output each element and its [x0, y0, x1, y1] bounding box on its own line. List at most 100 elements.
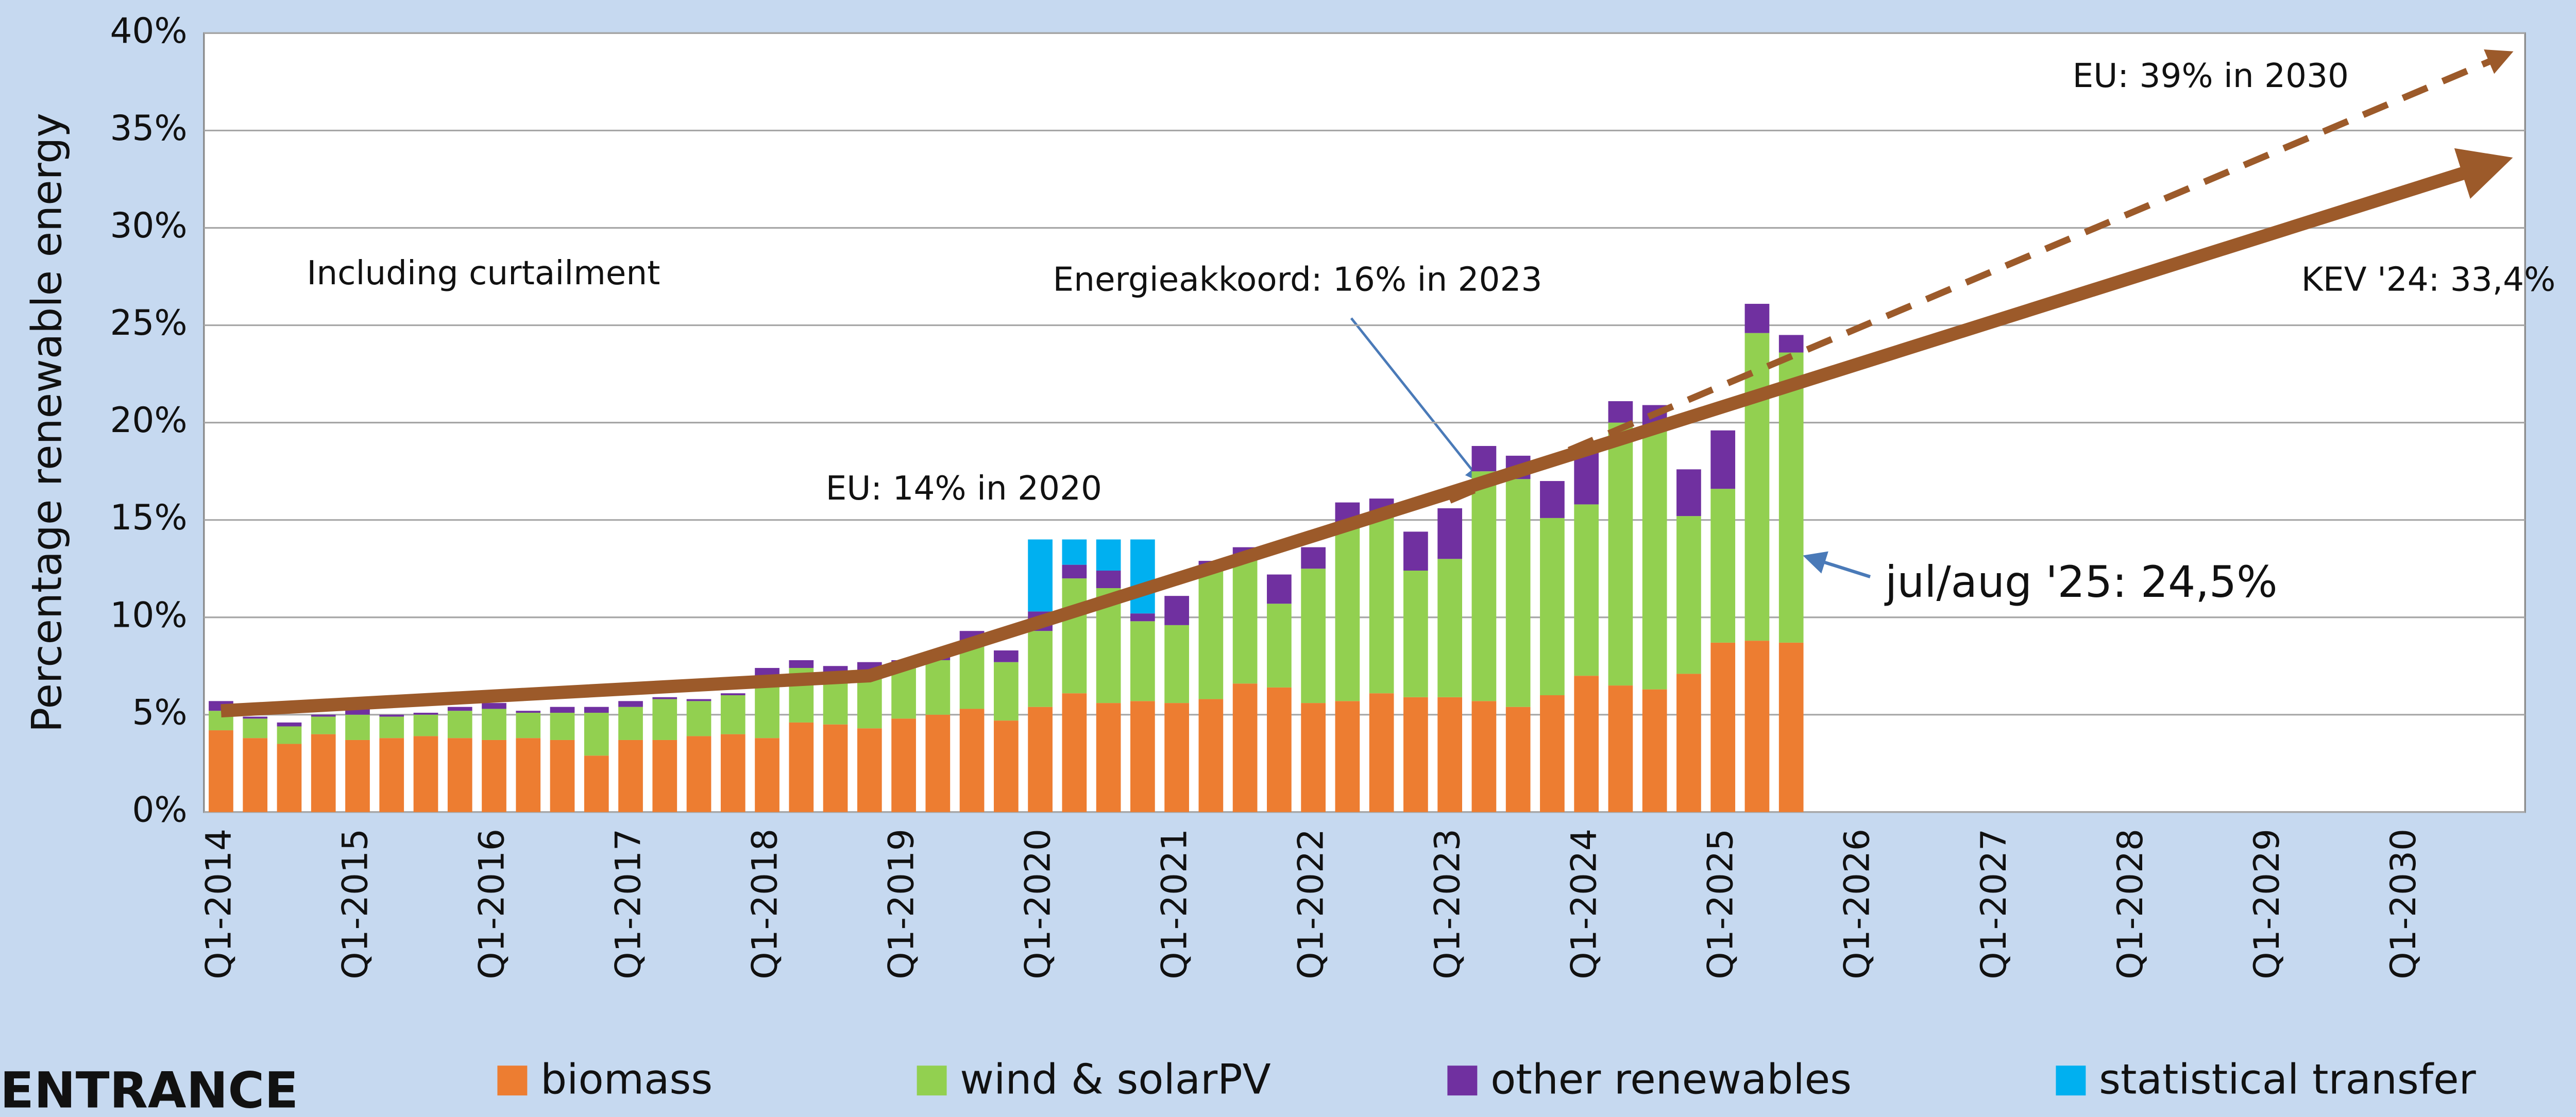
bar-segment — [1437, 508, 1462, 559]
bar-segment — [1744, 303, 1770, 333]
bar-segment — [1096, 703, 1121, 812]
bar-segment — [413, 736, 438, 812]
bar-segment — [1028, 631, 1053, 707]
bar-segment — [1267, 604, 1292, 688]
x-tick-label: Q1-2030 — [2383, 829, 2424, 979]
annotation: Including curtailment — [307, 254, 660, 293]
bar-segment — [720, 695, 745, 734]
legend-label: wind & solarPV — [960, 1055, 1270, 1103]
x-tick-label: Q1-2016 — [471, 829, 512, 979]
bar-segment — [755, 738, 779, 812]
bar-segment — [1369, 693, 1394, 812]
bar-segment — [993, 662, 1019, 721]
bar-segment — [1130, 701, 1155, 812]
x-tick-label: Q1-2025 — [1700, 829, 1741, 979]
x-tick-label: Q1-2026 — [1837, 829, 1877, 979]
annotation-arrow — [1803, 551, 1871, 578]
bar-segment — [925, 714, 951, 812]
bar-segment — [413, 713, 438, 715]
bar-segment — [1062, 564, 1087, 579]
bar-segment — [1710, 430, 1736, 489]
bar-segment — [1403, 531, 1428, 571]
legend-label: statistical transfer — [2099, 1055, 2476, 1103]
bar-segment — [1164, 596, 1189, 625]
bar-segment — [1744, 333, 1770, 641]
x-tick-label: Q1-2029 — [2246, 829, 2287, 979]
x-tick-label: Q1-2024 — [1564, 829, 1604, 979]
bar-segment — [618, 701, 643, 707]
bar-segment — [1403, 697, 1428, 812]
legend-swatch — [917, 1066, 947, 1096]
y-tick-label: 30% — [110, 205, 187, 246]
bar-segment — [1267, 574, 1292, 604]
x-tick-label: Q1-2014 — [198, 829, 239, 979]
bar-segment — [1164, 703, 1189, 812]
bar-segment — [652, 699, 677, 740]
x-tick-label: Q1-2023 — [1427, 829, 1468, 979]
bar-segment — [1301, 547, 1326, 569]
bar-segment — [1471, 471, 1497, 701]
bar-segment — [1642, 689, 1667, 812]
bar-segment — [584, 713, 609, 756]
bar-segment — [993, 720, 1019, 812]
bar-segment — [1778, 352, 1804, 643]
logo: ENTRANCE — [0, 1061, 298, 1117]
bar-segment — [1130, 613, 1155, 622]
bar-segment — [1540, 481, 1565, 518]
bar-segment — [1164, 625, 1189, 703]
bar-segment — [1130, 539, 1155, 614]
bar-segment — [1028, 707, 1053, 812]
bar-segment — [1778, 642, 1804, 812]
bar-segment — [891, 668, 916, 719]
bar-segment — [1232, 555, 1258, 684]
bar-segment — [720, 734, 745, 812]
annotation: EU: 39% in 2030 — [2073, 57, 2349, 95]
bar-segment — [1403, 570, 1428, 697]
bar-segment — [1130, 621, 1155, 701]
y-tick-label: 5% — [132, 692, 187, 732]
bar-segment — [345, 714, 370, 740]
bar-segment — [1505, 479, 1531, 707]
bar-segment — [1198, 569, 1224, 699]
bar-segment — [823, 724, 848, 812]
annotation: Energieakkoord: 16% in 2023 — [1053, 261, 1543, 299]
bar-segment — [1608, 401, 1633, 423]
bar-segment — [1198, 699, 1224, 812]
bar-segment — [243, 716, 268, 719]
bar-segment — [1778, 335, 1804, 353]
bar-segment — [1574, 504, 1599, 676]
bar-segment — [686, 701, 711, 736]
bar-segment — [1062, 578, 1087, 694]
bar-segment — [1710, 489, 1736, 643]
bar-segment — [1301, 569, 1326, 703]
bar-segment — [379, 714, 404, 717]
bar-segment — [243, 718, 268, 738]
y-tick-label: 35% — [110, 108, 187, 148]
legend-label: other renewables — [1490, 1055, 1852, 1103]
bar-segment — [755, 668, 779, 676]
bar-segment — [686, 736, 711, 812]
y-tick-label: 20% — [110, 400, 187, 440]
legend-label: biomass — [540, 1055, 713, 1103]
bar-segment — [379, 716, 404, 738]
legend-swatch — [497, 1066, 528, 1096]
x-tick-label: Q1-2018 — [744, 829, 785, 979]
y-axis-label: Percentage renewable energy — [23, 113, 71, 732]
bar-segment — [447, 738, 472, 812]
bar-segment — [1267, 687, 1292, 812]
bar-segment — [550, 707, 575, 713]
x-tick-label: Q1-2028 — [2110, 829, 2150, 979]
bar-segment — [686, 699, 711, 701]
bar-segment — [1676, 674, 1701, 812]
bar-segment — [1471, 445, 1497, 472]
x-tick-label: Q1-2017 — [608, 829, 649, 979]
bar-segment — [1062, 693, 1087, 812]
x-tick-label: Q1-2021 — [1154, 829, 1195, 979]
bar-segment — [516, 711, 541, 713]
annotation: KEV '24: 33,4% — [2301, 261, 2556, 299]
bar-segment — [1642, 430, 1667, 690]
y-tick-label: 40% — [110, 10, 187, 51]
bar-segment — [345, 740, 370, 812]
bar-segment — [311, 734, 336, 812]
